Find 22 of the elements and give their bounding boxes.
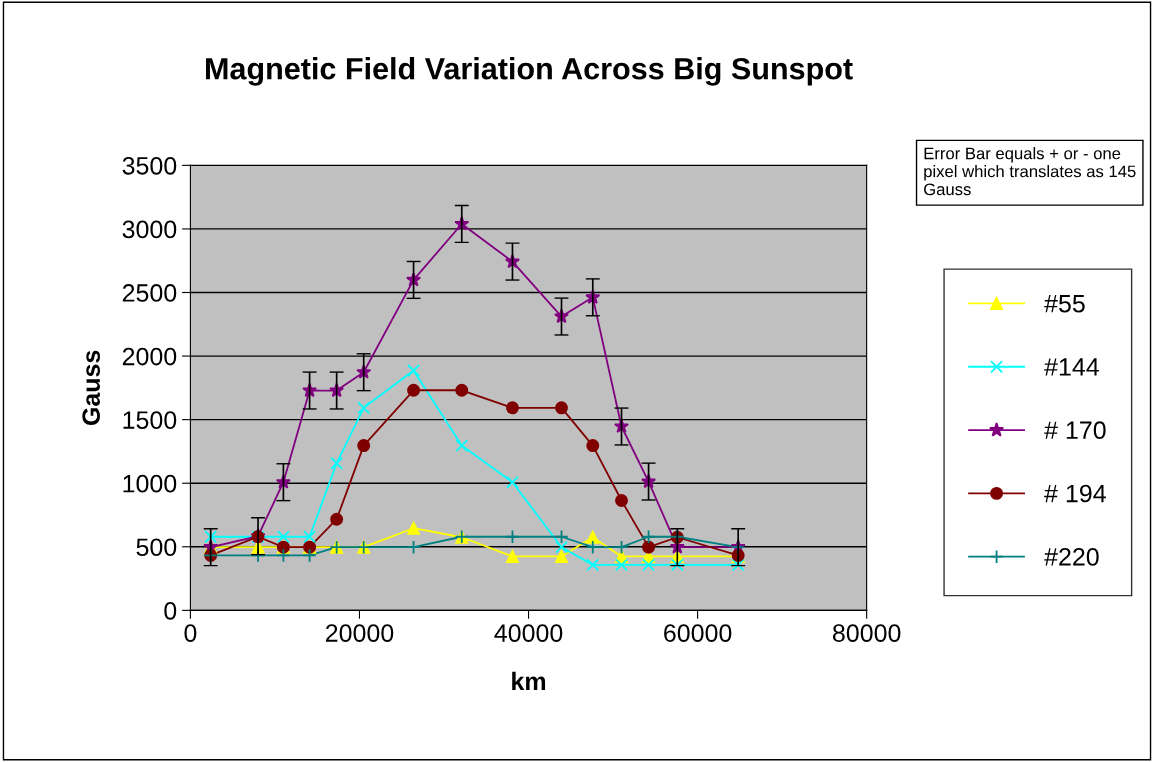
- x-tick-label: 80000: [832, 624, 901, 642]
- y-tick-label: 500: [136, 538, 177, 557]
- y-tick-label: 0: [164, 601, 177, 620]
- y-tick-label: 1000: [123, 474, 177, 493]
- y-tick-label: 1500: [123, 411, 177, 429]
- text: Error Bar equals + or - one pixel which translates as 145 Gauss: [924, 147, 1136, 196]
- legend-label: # 170: [1044, 421, 1106, 440]
- y-tick-label: 3000: [122, 220, 177, 239]
- y-tick-label: 2000: [122, 347, 177, 366]
- legend-label: #220: [1044, 547, 1099, 566]
- x-tick-label: 0: [184, 624, 197, 642]
- x-tick-label: 40000: [494, 624, 563, 642]
- legend-label: # 194: [1044, 484, 1106, 503]
- y-tick-label: 3500: [122, 156, 177, 175]
- x-tick-label: 20000: [325, 624, 394, 642]
- y-tick-label: 2500: [122, 284, 177, 302]
- x-axis-title: km: [512, 671, 546, 690]
- chart-title: Magnetic Field Variation Across Big Sunspot: [206, 57, 853, 86]
- y-axis-title: Gauss: [82, 350, 100, 426]
- legend-label: #55: [1044, 295, 1085, 313]
- legend-label: #144: [1044, 358, 1099, 376]
- x-tick-label: 60000: [664, 624, 732, 642]
